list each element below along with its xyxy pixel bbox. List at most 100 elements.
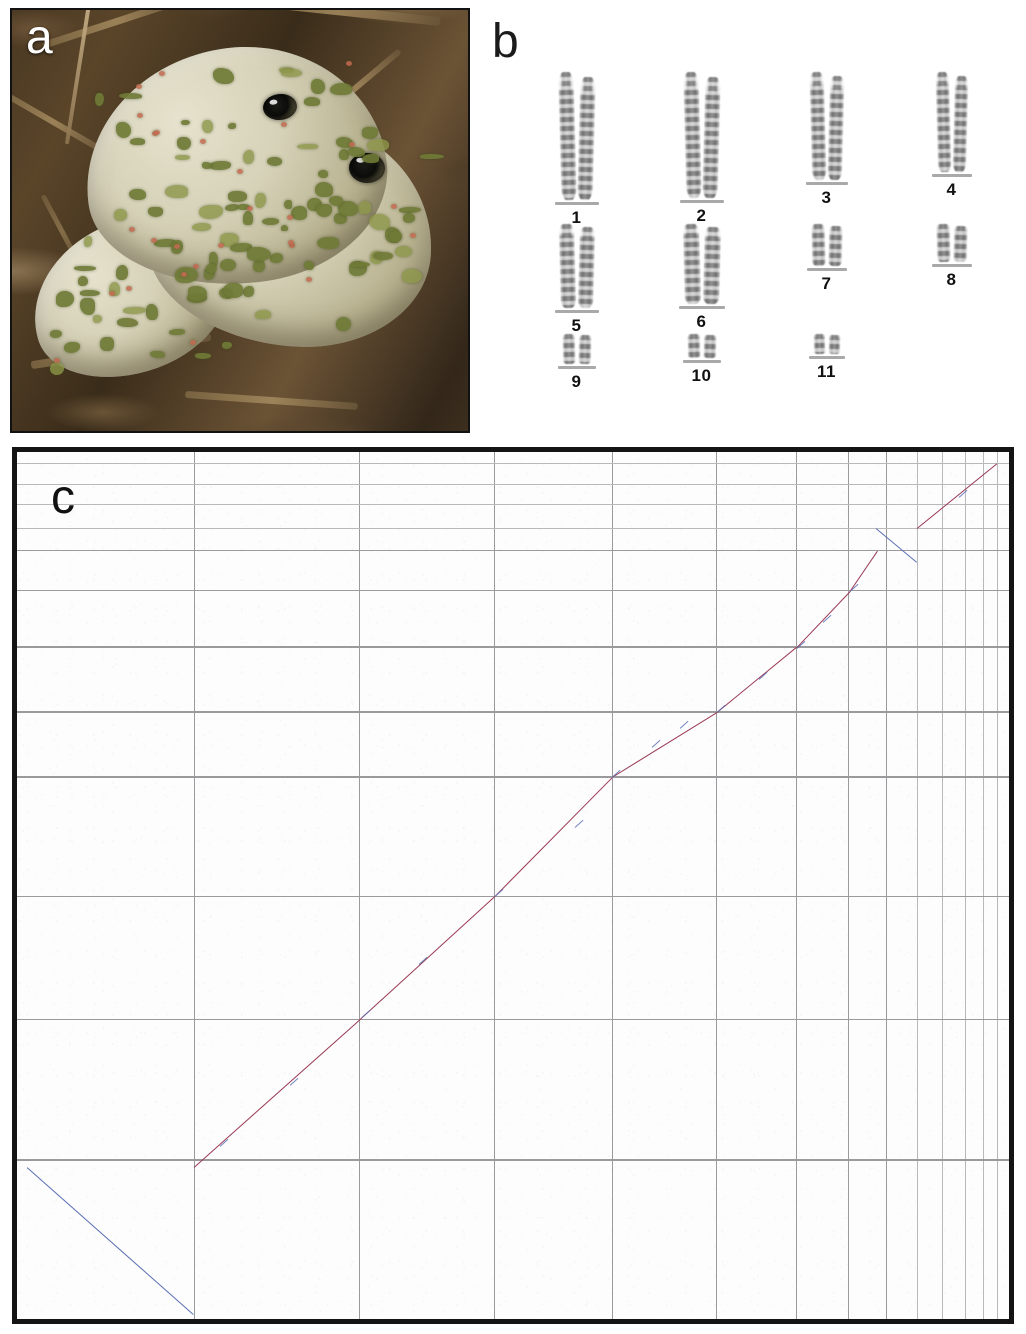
toad-red-wart [53,357,60,363]
toad-spot [80,289,100,297]
y-gridline [17,589,1009,592]
forward-alignment-segment [358,896,495,1021]
toad-spot [334,212,347,225]
toad-spot [253,258,265,272]
pair-underbar [682,360,721,363]
toad-spot [242,150,254,164]
toad-red-wart [237,169,244,175]
x-gridline [997,452,999,1319]
pair-underbar [557,366,596,369]
toad-spot [203,268,216,281]
chromosome-number-label: 10 [691,366,712,385]
panel-a-photograph: a [10,8,470,433]
toad-red-wart [151,237,158,243]
chromosome [687,333,700,359]
toad-spot [164,185,188,198]
chromosome-number-label: 3 [821,188,832,207]
toad-spot [115,121,131,138]
toad-spot [115,265,128,280]
toad-spot [266,156,282,166]
x-gridline [494,452,496,1319]
toad-red-wart [192,263,199,269]
toad-spot [114,208,128,221]
reverse-alignment-segment [26,1167,194,1316]
toad-red-wart [108,291,115,297]
forward-alignment-segment [611,712,718,779]
x-gridline [848,452,850,1319]
pair-underbar [931,264,972,267]
toad-spot [254,309,272,319]
toad-spot [177,137,192,151]
chromosome-pair-7: 7 [764,223,889,336]
toad-spot [56,290,75,307]
chromosome-number-label: 6 [696,312,707,331]
x-gridline [612,452,614,1319]
toad-spot [262,218,279,226]
karyotype-row: 5 6 7 8 [514,223,1014,336]
toad-spot [222,283,244,298]
toad-spot [195,353,212,360]
toad-spot [175,154,190,161]
y-gridline [17,504,1009,506]
chromosome [702,227,721,305]
toad-photo [12,10,468,431]
chromosome [562,333,575,365]
forward-alignment-segment [193,1020,360,1169]
toad-red-wart [247,205,254,211]
toad-spot [209,160,232,171]
toad-spot [213,67,234,84]
panel-label-b: b [492,15,519,68]
toad-spot [280,224,288,232]
chromosome-pair-10: 10 [639,333,764,392]
micro-inversion-tick [418,956,428,965]
toad-spot [242,211,254,226]
chromosome-pair-6: 6 [639,223,764,336]
toad-red-wart [200,139,207,145]
chromosome-number-label: 4 [946,180,957,199]
chromosome-number-label: 5 [571,316,582,335]
micro-inversion-tick [574,819,584,828]
panel-c-dotplot: c [12,447,1014,1324]
toad-spot [230,242,253,253]
chromosome-pair-image [558,223,596,309]
toad-red-wart [280,122,287,128]
y-gridline [17,646,1009,648]
toad-spot [420,154,444,160]
chromosome-pair-image [561,333,593,365]
toad-spot [92,315,103,324]
toad-spot [388,230,402,243]
toad-red-wart [174,244,181,250]
toad-red-wart [154,129,161,135]
toad-spot [100,337,114,352]
toad-spot [242,285,254,298]
forward-alignment-segment [716,647,798,714]
toad-spot [49,330,62,339]
toad-spot [50,362,65,375]
toad-spot [247,247,272,262]
toad-spot [335,137,353,148]
toad-spot [254,192,266,209]
toad-spot [146,304,159,321]
toad-red-wart [306,277,313,283]
panel-label-c: c [51,471,75,524]
toad-spot [109,281,120,296]
pair-underbar [554,310,599,313]
chromosome-pair-image [686,333,718,359]
x-gridline [716,452,718,1319]
toad-spot [269,252,284,263]
pair-underbar [806,268,847,271]
toad-spot [122,306,146,314]
toad-spot [281,69,302,78]
toad-spot [222,341,233,349]
x-gridline [193,452,195,1319]
toad-spot [198,205,223,219]
chromosome-pair-image [682,223,722,305]
toad-spot [64,342,81,353]
y-gridline [17,1159,1009,1161]
x-gridline [941,452,943,1319]
chromosome [682,71,702,199]
toad-red-wart [289,243,296,249]
chromosome [827,225,843,267]
toad-spot [329,195,344,206]
